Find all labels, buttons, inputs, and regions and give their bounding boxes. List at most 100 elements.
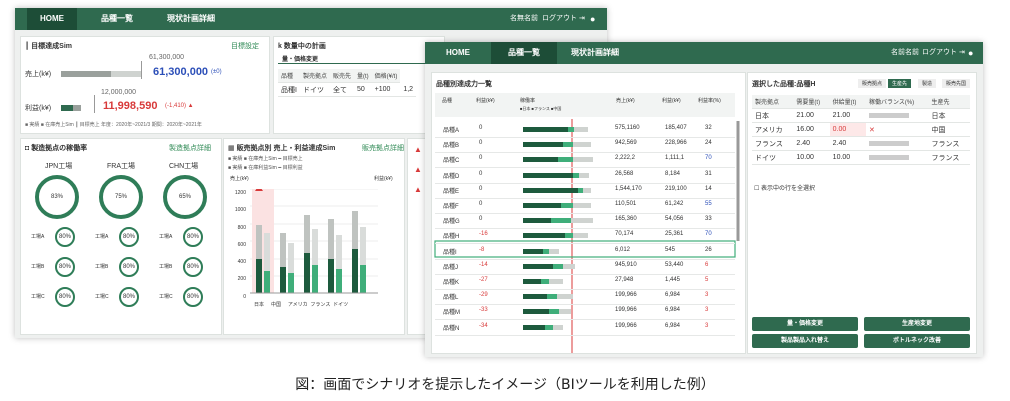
- profit-sim-bar: [73, 105, 81, 111]
- column-header[interactable]: 利益率(%): [698, 98, 721, 104]
- plan-title: k 数量中の計画: [278, 43, 326, 50]
- logout-link[interactable]: ログアウト ⇥: [922, 49, 965, 56]
- product-row[interactable]: 品種E 0 1,544,170 219,100 14: [435, 184, 735, 199]
- balance-bar-segment: [573, 157, 593, 163]
- plan-header: 価格(¥/t): [371, 69, 401, 83]
- row-cell: 8,184: [665, 170, 681, 177]
- factory-title: ◘ 製造拠点の稼働率: [25, 145, 88, 152]
- tab-production[interactable]: 生産先: [888, 79, 912, 88]
- bottleneck-improve-button[interactable]: ボトルネック改善: [864, 334, 970, 348]
- product-row[interactable]: 品種C 0 2,222,2 1,111,1 70: [435, 153, 735, 169]
- user-name: 名無名前: [510, 15, 538, 22]
- balance-bar-segment: [523, 248, 543, 254]
- product-row[interactable]: 品種H -16 70,174 25,361 70: [435, 229, 735, 245]
- x-axis-labels: 日本 中国 アメリカ フランス ドイツ: [254, 302, 349, 308]
- column-header[interactable]: 稼働率: [520, 98, 536, 104]
- table-row[interactable]: 日本 21.00 21.00 日本: [752, 108, 970, 123]
- row-cell: 199,966: [615, 322, 637, 329]
- row-cell: -14: [479, 261, 488, 268]
- balance-bar-segment: [523, 263, 553, 269]
- line-label: 工場A: [31, 234, 45, 240]
- select-all-checkbox[interactable]: ☐ 表示中の行を全選択: [754, 186, 816, 192]
- plan-header: 販売先: [329, 69, 354, 83]
- nav-detail-tab[interactable]: 現状計画詳細: [571, 48, 619, 57]
- factory-detail-link[interactable]: 製造拠点詳細: [169, 145, 211, 152]
- settings-icon[interactable]: ●: [590, 14, 596, 24]
- row-cell: 54,056: [665, 216, 684, 223]
- row-cell: 6,984: [665, 322, 681, 329]
- product-row[interactable]: 品種J -14 945,910 53,440 6: [435, 260, 735, 275]
- product-row[interactable]: 品種I -8 6,012 545 26: [435, 245, 735, 260]
- column-header[interactable]: 売上(k¥): [616, 98, 635, 104]
- sales-value: 61,300,000: [153, 66, 209, 78]
- column-header: 稼働バランス(%): [865, 95, 929, 109]
- balance-bar-segment: [541, 279, 549, 284]
- tab-sales-base[interactable]: 販売拠点: [858, 79, 887, 88]
- table-row[interactable]: ドイツ 10.00 10.00 フランス: [752, 150, 970, 165]
- balance-bar-segment: [574, 127, 588, 132]
- balance-bar-segment: [523, 324, 545, 330]
- figure-caption: 図：画面でシナリオを提示したイメージ（BIツールを利用した例）: [295, 377, 715, 393]
- product-row[interactable]: 品種L -29 199,966 6,984 3: [435, 290, 735, 306]
- table-row[interactable]: アメリカ 16.00 0.00 ✕ 中国: [752, 122, 970, 137]
- row-cell: 1,445: [665, 277, 681, 283]
- balance-bar-segment: [547, 294, 557, 300]
- row-cell: 5: [705, 277, 709, 283]
- plan-header: 量(t): [353, 69, 372, 83]
- column-header[interactable]: 品種: [442, 98, 453, 104]
- table-row[interactable]: フランス 2.40 2.40 フランス: [752, 136, 970, 151]
- nav-list-tab[interactable]: 品種一覧: [491, 42, 557, 64]
- row-cell: -8: [479, 246, 485, 253]
- column-header[interactable]: 利益(k¥): [662, 98, 681, 104]
- balance-bar-segment: [563, 142, 573, 148]
- settings-icon[interactable]: ●: [968, 48, 974, 58]
- change-qty-price-button[interactable]: 量・価格変更: [752, 317, 858, 331]
- product-row[interactable]: 品種N -34 199,966 6,984 3: [435, 321, 735, 336]
- balance-bar-segment: [553, 263, 563, 269]
- row-cell: 185,407: [665, 125, 687, 131]
- product-row[interactable]: 品種B 0 942,569 228,966 24: [435, 138, 735, 154]
- row-cell: 品種G: [443, 219, 460, 226]
- change-production-site-button[interactable]: 生産地変更: [864, 317, 970, 331]
- balance-bar-segment: [523, 233, 565, 239]
- product-row[interactable]: 品種M -33 199,966 6,984 3: [435, 305, 735, 321]
- product-row[interactable]: 品種G 0 165,360 54,056 33: [435, 214, 735, 230]
- row-cell: -29: [479, 292, 488, 299]
- line-label: 工場A: [95, 234, 109, 240]
- tab-manufacture[interactable]: 製造: [918, 79, 937, 88]
- row-cell: 14: [705, 185, 712, 192]
- plan-row[interactable]: 品種I ドイツ 全て 50 +100 1,2: [278, 82, 417, 97]
- selected-product-panel: 選択した品種:品種H 販売拠点 生産先 製造 販売先国 製売拠点 需要量(t) …: [747, 72, 977, 354]
- tab-destination[interactable]: 販売先国: [942, 79, 971, 88]
- y-left-label: 売上(k¥): [230, 176, 249, 182]
- balance-bar: [865, 108, 929, 123]
- nav-list-tab[interactable]: 品種一覧: [101, 14, 133, 23]
- nav-home-tab[interactable]: HOME: [446, 48, 470, 57]
- column-header[interactable]: 利益(k¥): [476, 98, 495, 104]
- product-row[interactable]: 品種K -27 27,948 1,445 5: [435, 275, 735, 290]
- target-setting-link[interactable]: 目標設定: [231, 43, 259, 50]
- row-cell: 6,984: [665, 292, 681, 299]
- profit-legend-line: ■ 実績 ■ 在庫利益Sim ━ 目標利益: [228, 165, 303, 171]
- row-cell: -27: [479, 277, 488, 283]
- factory-name: JPN工場: [45, 163, 73, 170]
- product-row[interactable]: 品種D 0 26,568 8,184 31: [435, 169, 735, 184]
- balance-bar-segment: [578, 187, 583, 193]
- row-cell: 品種E: [443, 188, 460, 195]
- profit-actual-bar: [61, 105, 73, 111]
- row-cell: 1,111,1: [665, 155, 685, 162]
- nav-detail-tab[interactable]: 現状計画詳細: [167, 14, 215, 23]
- factory-gauge: 65%: [163, 175, 207, 219]
- swap-product-button[interactable]: 製品製品入れ替え: [752, 334, 858, 348]
- product-list-title: 品種別達成力一覧: [436, 81, 492, 88]
- balance-bar-segment: [573, 203, 591, 208]
- product-row[interactable]: 品種A 0 575,1160 185,407 32: [435, 123, 735, 138]
- balance-bar-segment: [568, 127, 574, 132]
- nav-home-tab[interactable]: HOME: [27, 8, 77, 30]
- profit-value: 11,998,590: [103, 100, 158, 112]
- row-cell: 6,012: [615, 246, 631, 253]
- row-cell: 33: [705, 216, 712, 223]
- logout-link[interactable]: ログアウト ⇥: [542, 15, 585, 22]
- product-row[interactable]: 品種F 0 110,501 61,242 55: [435, 199, 735, 214]
- sales-detail-link[interactable]: 販売拠点詳細: [362, 145, 404, 152]
